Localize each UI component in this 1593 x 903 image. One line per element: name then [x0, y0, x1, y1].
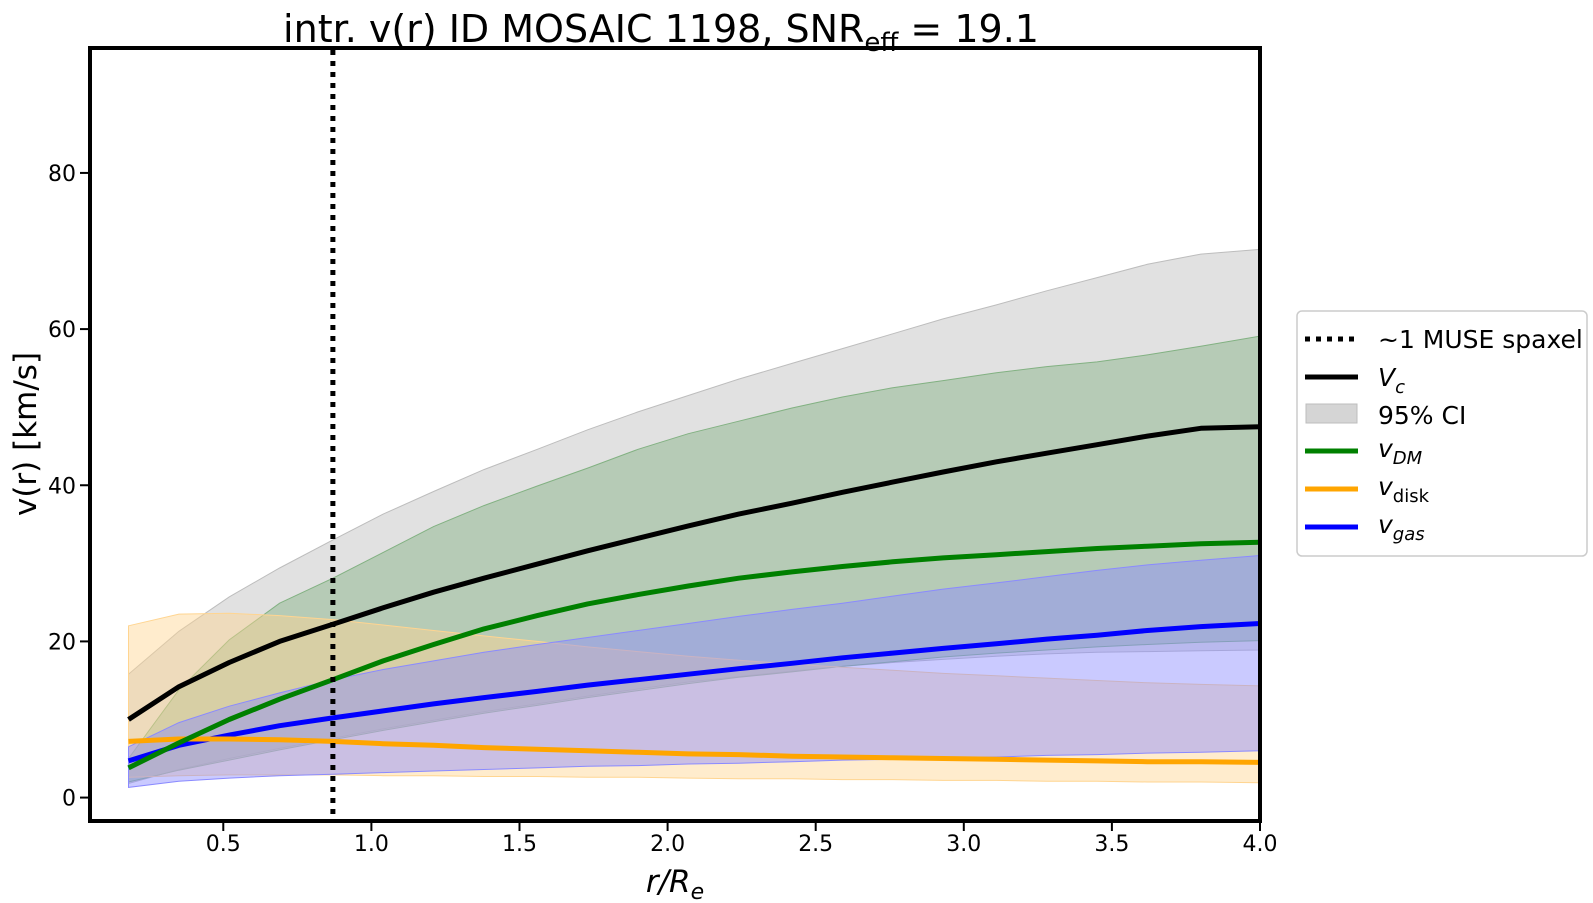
x-axis-label-main: r/R	[646, 864, 691, 900]
x-tick-label: 2.5	[798, 832, 833, 857]
legend-label-spaxel: ~1 MUSE spaxel	[1378, 325, 1583, 354]
legend-label-vgas-main: v	[1378, 510, 1394, 539]
legend-label-vc-subscript: c	[1395, 377, 1405, 398]
legend-label-vdisk-subscript: disk	[1393, 486, 1430, 507]
legend-label-vgas-subscript: gas	[1393, 524, 1425, 545]
x-tick-label: 1.5	[502, 832, 537, 857]
series-line-vgas	[127, 621, 1260, 764]
legend-label-vdisk: vdisk	[1378, 472, 1430, 507]
y-tick-label: 40	[48, 474, 76, 499]
legend-handle-ci	[1305, 403, 1358, 424]
chart-title-subscript: eff	[864, 28, 899, 58]
legend-label-vdm-subscript: DM	[1393, 448, 1423, 469]
x-tick-label: 4.0	[1243, 832, 1278, 857]
series-line-vdisk	[128, 736, 1260, 765]
x-axis-ticks: 0.5 1.0 1.5 2.0 2.5 3.0 3.5 4.0	[206, 823, 1278, 857]
legend-label-vc-main: V	[1378, 363, 1397, 392]
y-axis-ticks: 0 20 40 60 80	[48, 162, 88, 812]
y-tick-label: 0	[62, 787, 76, 812]
chart-title-value: = 19.1	[898, 7, 1039, 51]
legend-label-vc: Vc	[1378, 363, 1405, 398]
series-line-vc	[127, 424, 1260, 722]
legend-label-vgas: vgas	[1378, 510, 1425, 545]
legend-label-vdm: vDM	[1378, 434, 1423, 469]
plot-frame	[88, 46, 1262, 823]
x-tick-label: 3.5	[1094, 832, 1129, 857]
ci-band-vdisk	[128, 612, 1260, 784]
series-lines	[127, 424, 1260, 771]
legend-label-ci: 95% CI	[1378, 401, 1466, 430]
x-axis-label: r/Re	[646, 864, 704, 903]
x-tick-label: 1.0	[354, 832, 389, 857]
y-tick-label: 60	[48, 318, 76, 343]
chart-title: intr. v(r) ID MOSAIC 1198, SNReff = 19.1	[283, 7, 1039, 58]
y-tick-label: 20	[48, 630, 76, 655]
legend-label-vdm-main: v	[1378, 434, 1394, 463]
ci-band-vdm	[128, 335, 1260, 783]
x-axis-label-subscript: e	[691, 880, 705, 903]
x-tick-label: 0.5	[206, 832, 241, 857]
legend-frame	[1296, 310, 1588, 557]
chart-title-main: intr. v(r) ID MOSAIC 1198, SNR	[283, 7, 864, 51]
y-tick-label: 80	[48, 162, 76, 187]
x-tick-label: 3.0	[946, 832, 981, 857]
x-tick-label: 2.0	[650, 832, 685, 857]
y-axis-label: v(r) [km/s]	[8, 352, 44, 516]
legend: ~1 MUSE spaxel Vc 95% CI vDM vdisk vgas	[1296, 310, 1588, 557]
legend-label-vdisk-main: v	[1378, 472, 1394, 501]
series-line-vdm	[127, 539, 1260, 771]
